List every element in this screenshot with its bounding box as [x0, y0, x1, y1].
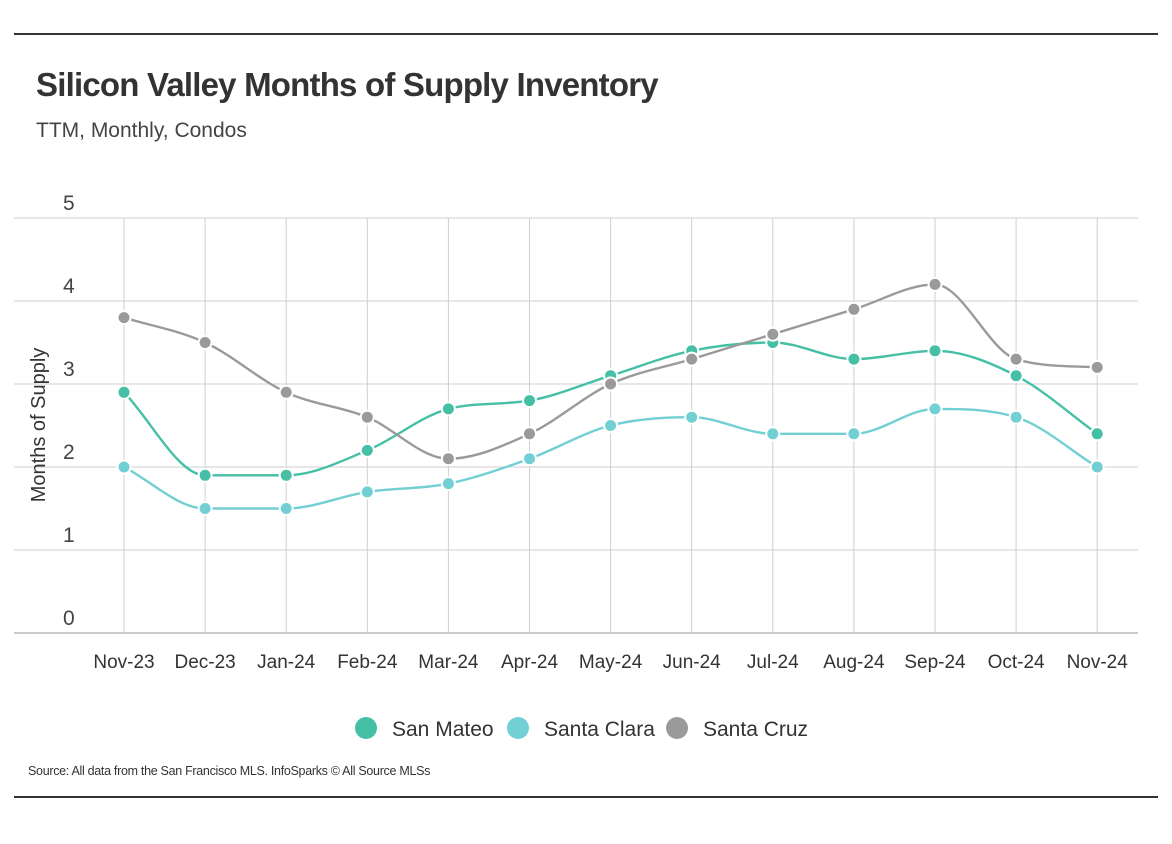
y-tick-label: 4 [63, 275, 75, 298]
legend-label-santa-clara: Santa Clara [544, 718, 655, 741]
data-point-san-mateo [1089, 426, 1105, 442]
legend-label-san-mateo: San Mateo [392, 718, 494, 741]
data-point-santa-cruz [846, 301, 862, 317]
data-point-san-mateo [197, 467, 213, 483]
data-point-san-mateo [846, 351, 862, 367]
data-point-santa-cruz [440, 451, 456, 467]
data-point-santa-clara [1089, 459, 1105, 475]
data-point-santa-clara [765, 426, 781, 442]
data-point-santa-cruz [116, 310, 132, 326]
data-point-santa-clara [440, 476, 456, 492]
data-point-santa-cruz [1089, 359, 1105, 375]
x-tick-label: Mar-24 [418, 652, 479, 673]
x-tick-label: Oct-24 [988, 652, 1045, 673]
data-point-santa-clara [197, 501, 213, 516]
y-axis-label: Months of Supply [28, 348, 50, 503]
x-tick-label: Sep-24 [904, 652, 966, 673]
source-note: Source: All data from the San Francisco … [28, 764, 431, 778]
legend-label-santa-cruz: Santa Cruz [703, 718, 808, 741]
data-point-santa-cruz [359, 409, 375, 425]
x-tick-label: Jun-24 [663, 652, 722, 673]
data-point-santa-cruz [522, 426, 537, 442]
chart-title: Silicon Valley Months of Supply Inventor… [36, 66, 659, 103]
data-point-santa-cruz [1008, 351, 1024, 367]
data-point-santa-cruz [765, 326, 781, 342]
x-tick-label: Nov-23 [93, 652, 154, 673]
data-point-san-mateo [440, 401, 456, 417]
top-rule [14, 33, 1158, 35]
x-tick-label: May-24 [579, 652, 643, 673]
x-tick-label: Apr-24 [501, 652, 558, 673]
data-point-san-mateo [116, 384, 132, 400]
data-point-santa-clara [684, 409, 700, 425]
legend-marker-santa-cruz [666, 717, 688, 739]
data-point-santa-clara [927, 401, 943, 417]
data-point-san-mateo [359, 442, 375, 458]
data-point-san-mateo [522, 393, 537, 409]
data-point-santa-clara [359, 484, 375, 500]
data-point-santa-cruz [927, 276, 943, 292]
line-chart: 0 1 2 3 4 5 Nov-23 Dec-23 Jan-24 Feb-24 Mar-24 Apr-… [14, 192, 1138, 741]
data-point-santa-cruz [197, 335, 213, 350]
data-point-santa-cruz [603, 376, 619, 392]
data-point-san-mateo [927, 343, 943, 359]
x-tick-label: Jul-24 [747, 652, 799, 673]
data-point-san-mateo [1008, 368, 1024, 384]
x-tick-label: Feb-24 [337, 652, 398, 673]
y-tick-label: 3 [63, 358, 75, 381]
data-point-santa-clara [116, 459, 132, 475]
x-tick-label: Dec-23 [174, 652, 235, 673]
x-tick-label: Aug-24 [823, 652, 885, 673]
x-tick-label: Jan-24 [257, 652, 316, 673]
data-point-santa-clara [1008, 409, 1024, 425]
data-point-santa-clara [603, 418, 619, 433]
data-point-santa-clara [846, 426, 862, 442]
legend-marker-santa-clara [507, 717, 529, 739]
y-tick-label: 5 [63, 192, 75, 215]
y-tick-label: 2 [63, 441, 75, 464]
y-tick-label: 1 [63, 524, 75, 547]
data-point-san-mateo [278, 467, 294, 483]
data-point-santa-cruz [278, 384, 294, 400]
legend-marker-san-mateo [355, 717, 377, 739]
chart-subtitle: TTM, Monthly, Condos [36, 119, 247, 142]
bottom-rule [14, 796, 1158, 798]
data-point-santa-cruz [684, 351, 700, 367]
data-point-santa-clara [522, 451, 537, 467]
y-tick-label: 0 [63, 607, 75, 630]
x-tick-label: Nov-24 [1067, 652, 1129, 673]
data-point-santa-clara [278, 501, 294, 516]
